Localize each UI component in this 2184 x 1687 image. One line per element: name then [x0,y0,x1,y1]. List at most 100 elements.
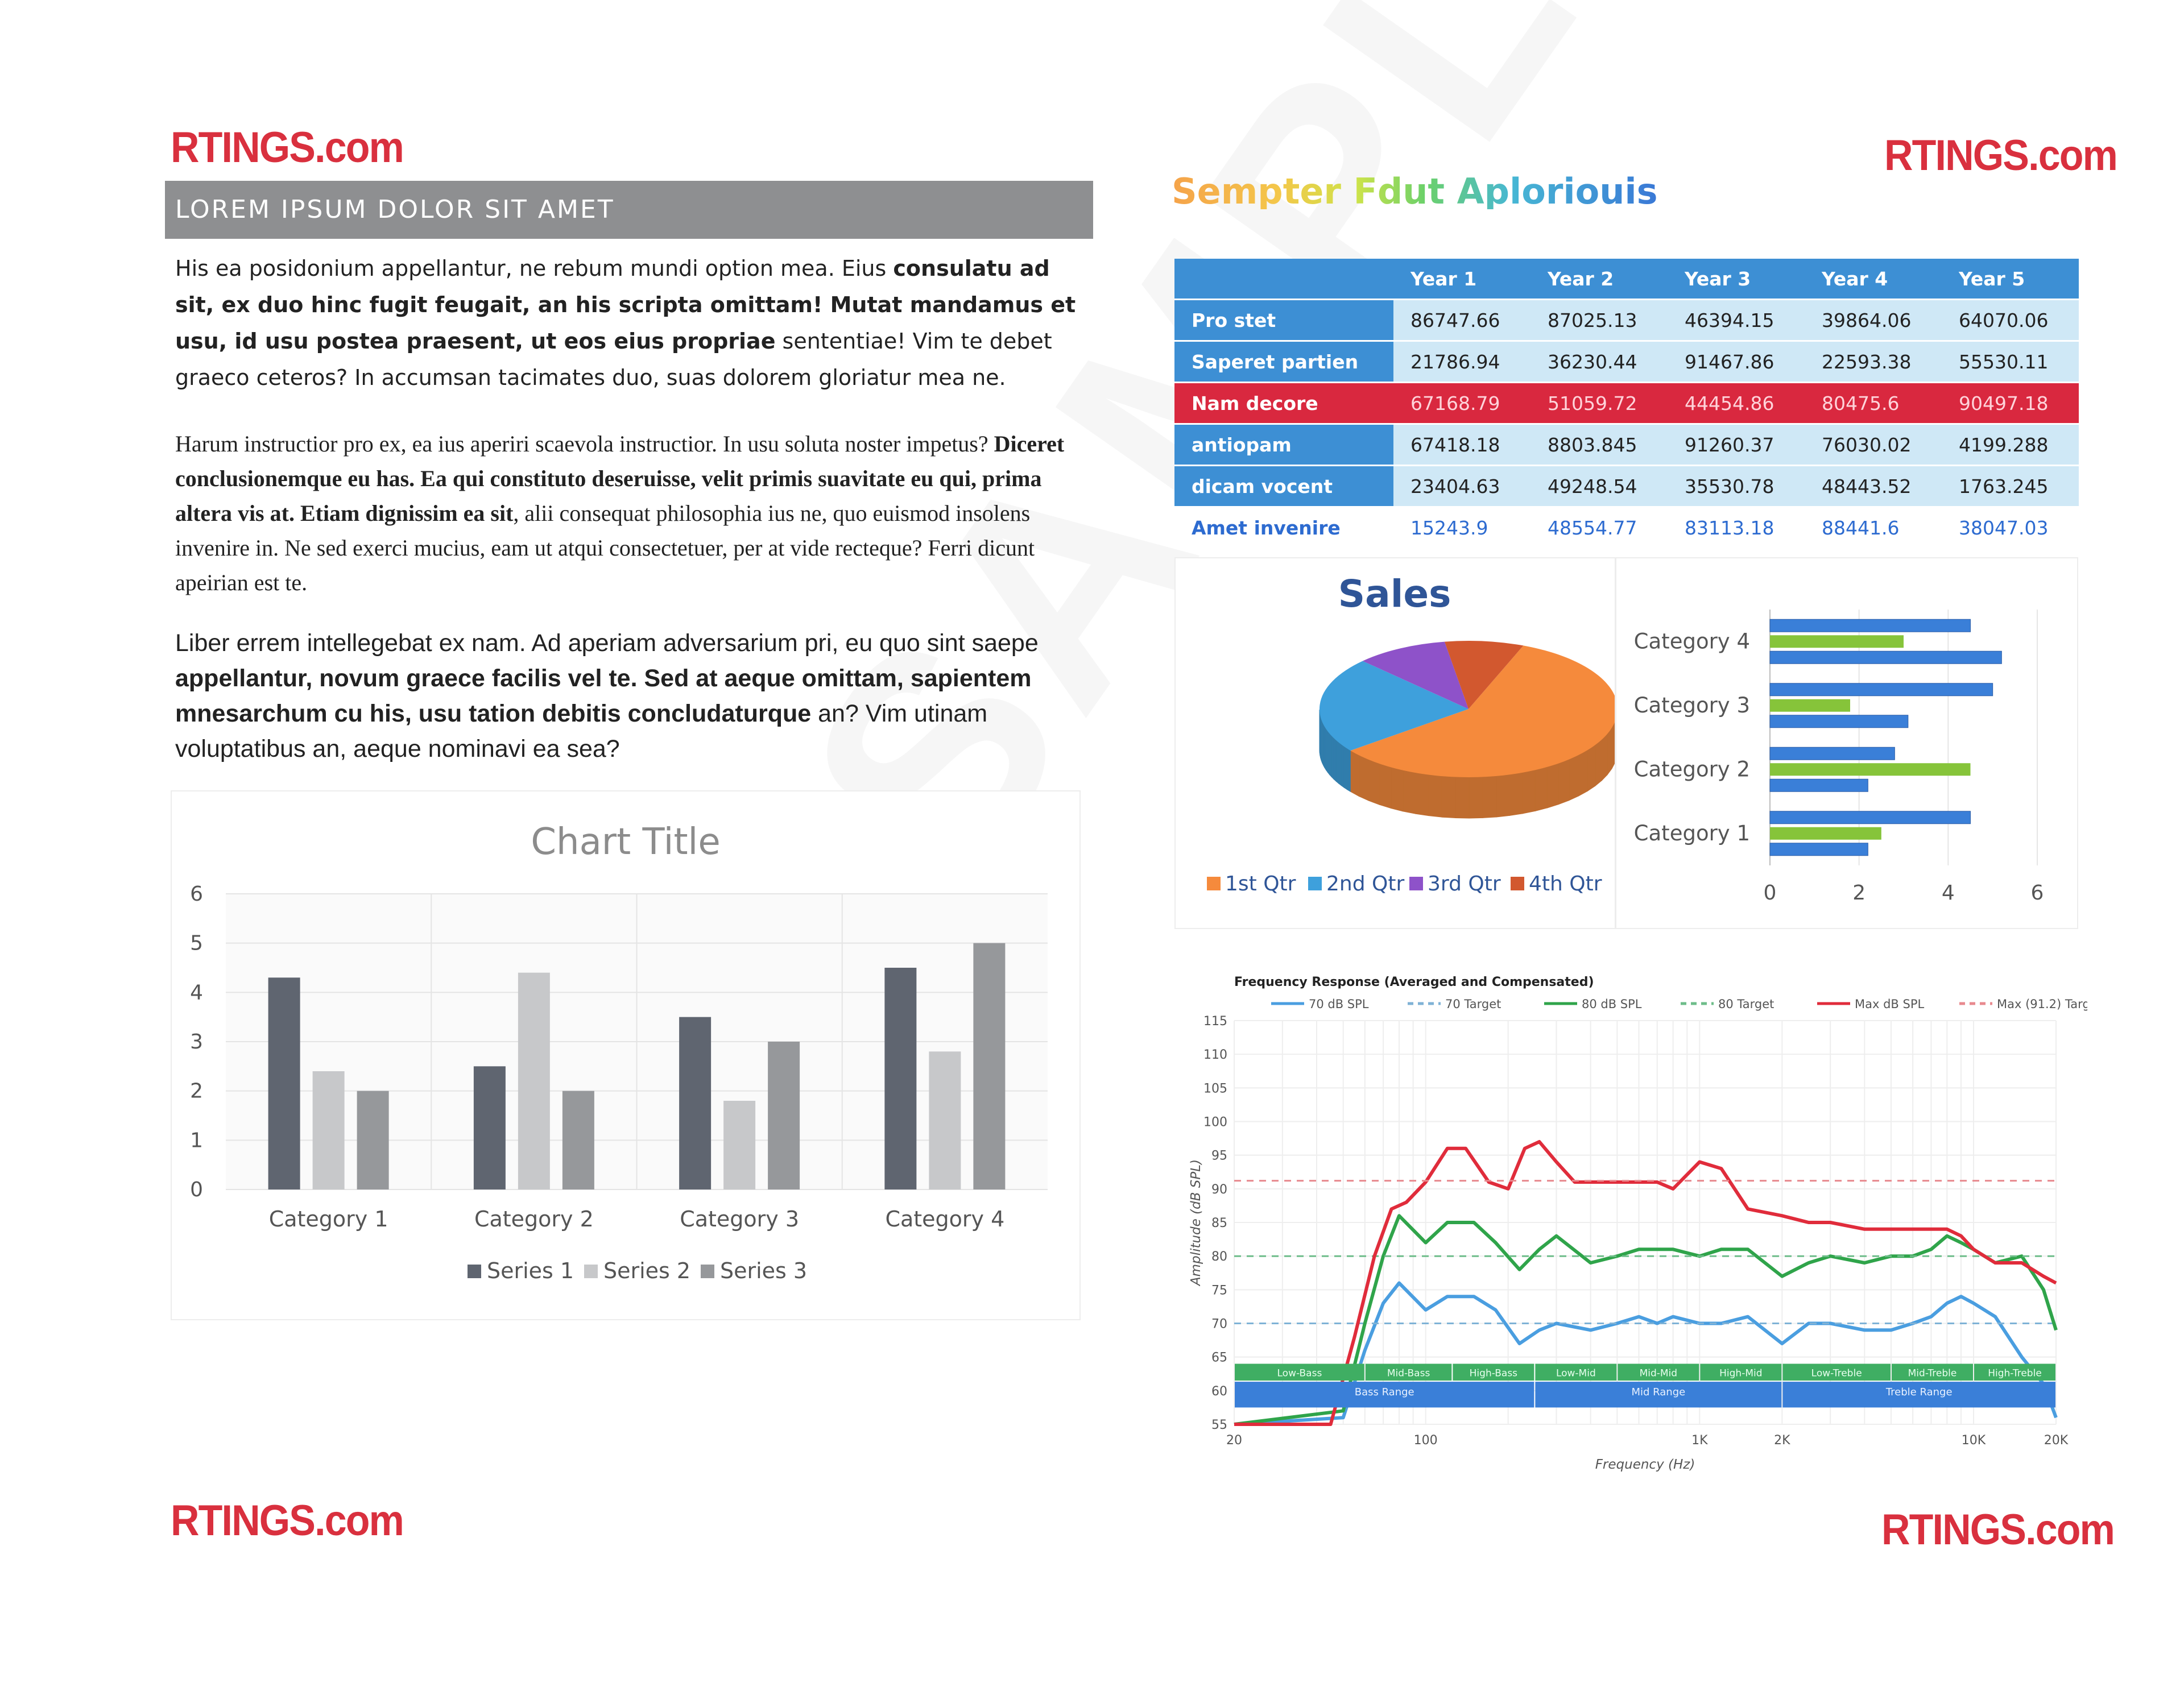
para3-text-c: an? Vim utinam voluptatibus an, aeque no… [175,700,988,762]
table-cell: 80475.6 [1805,382,1942,425]
data-table: Year 1 Year 2 Year 3 Year 4 Year 5 Pro s… [1174,259,2079,548]
band-label: Mid-Treble [1908,1368,1957,1379]
bar-series-2 [518,972,550,1189]
y-tick-label: 70 [1211,1317,1227,1332]
table-row: Pro stet 86747.66 87025.13 46394.15 3986… [1174,299,2079,342]
table-row-label: Pro stet [1174,299,1393,342]
legend-label: Series 2 [603,1258,690,1283]
pie-slice-side [1341,744,1345,789]
y-tick-label: 4 [190,981,203,1004]
para3-text-a: Liber errem intellegebat ex nam. Ad aper… [175,629,1039,657]
table-cell: 55530.11 [1942,341,2079,383]
band-label: Low-Treble [1811,1368,1862,1379]
section-banner: LOREM IPSUM DOLOR SIT AMET [165,181,1093,239]
y-tick-label: 60 [1211,1385,1227,1399]
bar-series-2 [723,1101,756,1189]
table-cell: 44454.86 [1668,382,1805,425]
band-bottom [1782,1382,2055,1408]
pie-slice-side [1558,758,1570,805]
table-cell: 86747.66 [1393,299,1531,342]
series-80-db-spl [1234,1214,2058,1426]
x-tick-label: 2 [1852,881,1866,905]
table-cell: 39864.06 [1805,299,1942,342]
legend-swatch [1308,877,1322,890]
pie-slice-side [1428,774,1442,818]
pie-slice-side [1441,776,1456,819]
pie-slice-side [1333,737,1337,782]
pie-slice-side [1335,739,1339,784]
paragraph-3: Liber errem intellegebat ex nam. Ad aper… [175,625,1091,766]
bar-series-3 [768,1042,800,1189]
pie-slice-side [1350,750,1360,797]
band-label: Mid-Mid [1640,1368,1678,1379]
bar-series-2 [312,1071,345,1189]
band-label: Bass Range [1355,1386,1414,1398]
legend-label: Max (91.2) Target [1997,997,2087,1011]
table-header-cell: Year 5 [1942,259,2079,300]
frequency-response-chart: Frequency Response (Averaged and Compens… [1189,975,2102,1472]
legend-swatch [468,1265,481,1278]
table-cell: 91260.37 [1668,424,1805,466]
legend-swatch [701,1265,714,1278]
table-cell: 49248.54 [1531,465,1668,508]
pie-slice-side [1415,772,1429,816]
chart-title: Sales [1338,572,1451,616]
series-max-db-spl [1234,1140,2057,1426]
y-tick-label: 100 [1203,1116,1227,1130]
hbar [1769,778,1868,792]
hbar [1769,650,2002,664]
y-tick-label: 55 [1211,1418,1227,1432]
x-tick-label: 1K [1691,1433,1708,1448]
legend-label: 80 Target [1718,997,1774,1011]
table-cell: 22593.38 [1805,341,1942,383]
y-tick-label: 3 [190,1030,203,1054]
pie-chart-panel: Sales 1st Qtr 2nd Qtr 3rd Qtr 4th Qtr [1174,557,1618,929]
band-bottom [1535,1382,1782,1408]
table-header-cell: Year 3 [1668,259,1805,300]
band-top [1700,1363,1782,1381]
table-row: dicam vocent 23404.63 49248.54 35530.78 … [1174,465,2079,508]
pie-chart: Sales 1st Qtr 2nd Qtr 3rd Qtr 4th Qtr [1207,572,1618,896]
y-tick-label: 6 [190,882,203,906]
y-axis-label: Amplitude (dB SPL) [1189,1159,1203,1287]
pie-slice-side [1403,770,1416,814]
x-tick-label: 4 [1942,881,1955,905]
table-cell: 51059.72 [1531,382,1668,425]
bar-series-3 [357,1091,389,1189]
table-cell: 8803.845 [1531,424,1668,466]
bar-series-2 [929,1051,961,1189]
y-tick-label: Category 2 [1634,757,1750,781]
table-row-highlighted: Nam decore 67168.79 51059.72 44454.86 80… [1174,382,2079,425]
y-tick-label: 85 [1211,1216,1227,1230]
y-tick-label: 95 [1211,1149,1227,1163]
table-cell: 48554.77 [1531,507,1668,548]
paragraph-2: Harum instructior pro ex, ea ius aperiri… [175,426,1091,600]
pie-slice-side [1347,748,1351,792]
band-label: Mid Range [1631,1386,1685,1398]
logo-bottom-left: RTINGS.com [171,1497,404,1545]
table-header-row: Year 1 Year 2 Year 3 Year 4 Year 5 [1174,259,2079,300]
y-tick-label: Category 1 [1634,821,1750,845]
pie-slice-side [1546,762,1559,809]
y-tick-label: 115 [1203,1014,1227,1029]
y-tick-label: 90 [1211,1183,1227,1197]
table-cell: 83113.18 [1668,507,1805,548]
pie-slice-4th-qtr [1444,641,1524,709]
pie-slice-side [1534,766,1548,811]
pie-slice-side [1569,755,1579,801]
band-top [1365,1363,1452,1381]
table-row-label: dicam vocent [1174,465,1393,508]
hbar [1770,763,1971,776]
legend-label: Series 3 [720,1258,807,1283]
pie-slice-side [1391,766,1404,812]
x-tick-label: Category 3 [680,1207,799,1232]
legend-swatch [1511,877,1524,890]
table-cell: 90497.18 [1942,382,2079,425]
x-tick-label: Category 4 [885,1207,1004,1232]
bar-series-3 [562,1091,594,1189]
pie-slice-2nd-qtr [1320,661,1469,751]
para1-text-c: sententiae! Vim te debet graeco ceteros?… [175,329,1052,390]
x-tick-label: Category 1 [269,1207,388,1232]
x-tick-label: Category 2 [474,1207,594,1232]
series-70-db-spl [1234,1281,2058,1426]
